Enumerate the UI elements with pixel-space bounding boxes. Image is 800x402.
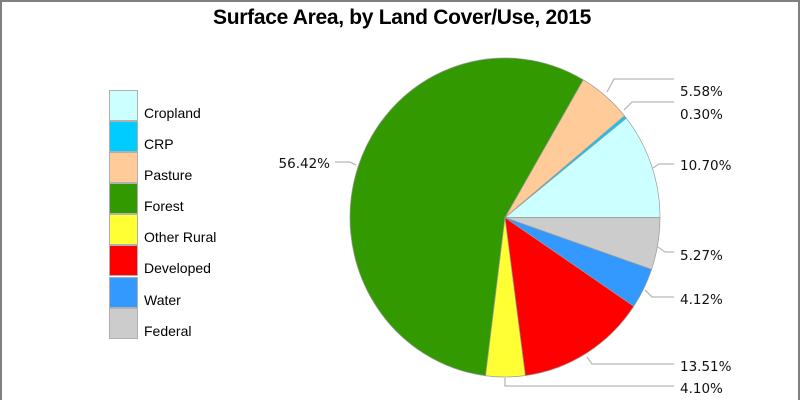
legend-label: Federal — [144, 322, 192, 339]
legend-swatch-developed — [109, 245, 138, 277]
chart-title: Surface Area, by Land Cover/Use, 2015 — [213, 6, 591, 29]
pie-slice-federal — [504, 217, 661, 270]
leader-line-federal — [657, 246, 674, 253]
legend-swatch-crp — [109, 121, 138, 153]
value-label-developed: 13.51% — [680, 359, 732, 375]
legend-label: CRP — [144, 136, 174, 153]
legend-swatch-federal — [109, 307, 138, 339]
value-label-pasture: 5.58% — [680, 84, 723, 100]
legend-swatch-pasture — [109, 152, 138, 184]
legend-swatch-water — [109, 276, 138, 308]
leader-line-crp — [623, 101, 674, 111]
pie-slice-cropland — [504, 117, 661, 218]
value-label-other-rural: 4.10% — [680, 381, 723, 397]
leader-line-cropland — [652, 163, 674, 169]
value-label-cropland: 10.70% — [680, 158, 732, 174]
leader-line-water — [644, 289, 674, 298]
leader-line-other-rural — [504, 378, 674, 387]
leader-line-developed — [586, 356, 674, 365]
legend-label: Other Rural — [144, 229, 217, 246]
value-label-crp: 0.30% — [680, 107, 723, 123]
pie-slices — [349, 57, 661, 378]
pie-slice-forest — [349, 57, 584, 377]
legend-label: Pasture — [144, 167, 193, 184]
leader-lines — [335, 78, 674, 387]
legend-label: Water — [144, 291, 181, 308]
pie-slice-developed — [504, 216, 635, 377]
value-label-forest: 56.42% — [279, 156, 331, 172]
legend-swatch-forest — [109, 183, 138, 215]
legend-label: Developed — [144, 260, 211, 277]
value-label-federal: 5.27% — [680, 248, 723, 264]
legend-swatch-other-rural — [109, 214, 138, 246]
legend-label: Cropland — [144, 105, 201, 121]
legend-label: Forest — [144, 198, 184, 215]
leader-line-forest — [335, 161, 357, 166]
legend-swatch-cropland — [109, 90, 138, 121]
leader-line-pasture — [606, 78, 674, 93]
value-label-water: 4.12% — [680, 292, 723, 308]
